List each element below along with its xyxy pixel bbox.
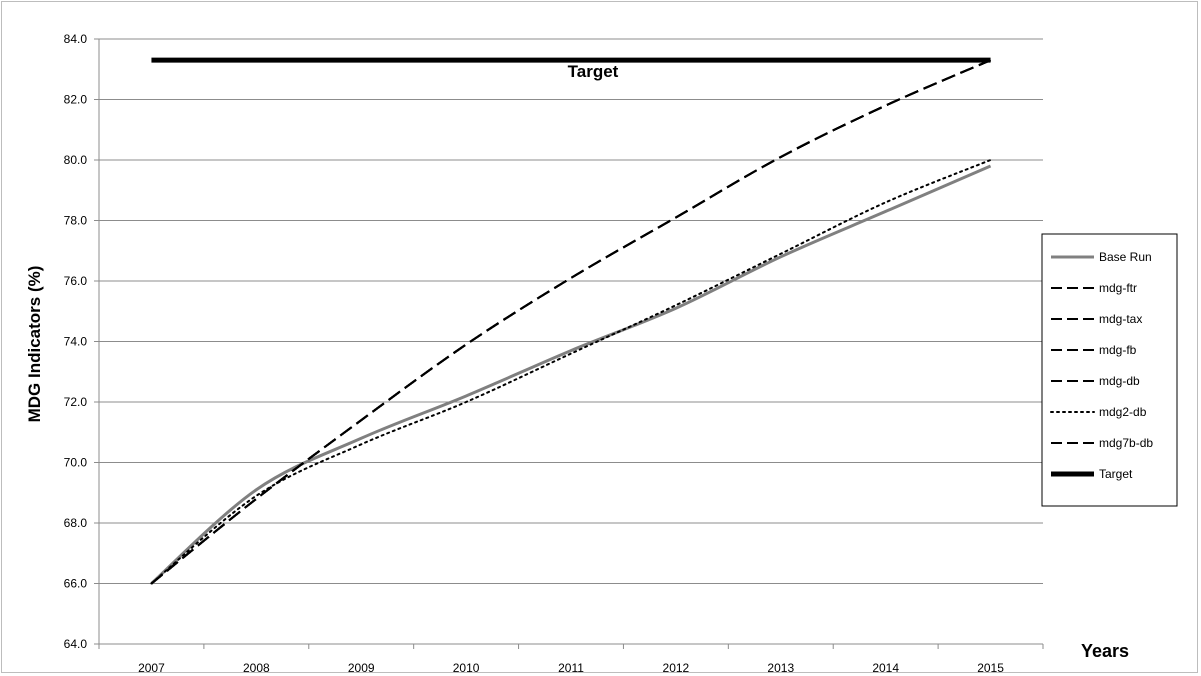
x-tick-label: 2007 — [138, 661, 165, 674]
axes — [94, 38, 1044, 649]
y-tick-label: 64.0 — [64, 637, 88, 651]
y-tick-label: 72.0 — [64, 395, 88, 409]
legend: Base Run mdg-ftr mdg-tax mdg-fb mdg-db mdg2-d… — [1041, 233, 1178, 507]
series-lines — [150, 57, 992, 585]
legend-label-mdg-db: mdg-db — [1099, 374, 1140, 388]
x-tick-labels: 2007 2008 2009 2010 2011 2012 2013 2014 2015 — [138, 661, 1004, 674]
legend-label-mdg7b-db: mdg7b-db — [1099, 436, 1153, 450]
y-tick-label: 70.0 — [64, 456, 88, 470]
gridlines — [99, 38, 1043, 584]
y-tick-labels: 64.0 66.0 68.0 70.0 72.0 74.0 76.0 78.0 80.0 82.0… — [64, 32, 88, 651]
x-tick-label: 2009 — [348, 661, 375, 674]
legend-label-target: Target — [1099, 467, 1133, 481]
y-tick-label: 76.0 — [64, 274, 88, 288]
y-tick-label: 84.0 — [64, 32, 88, 46]
x-tick-label: 2013 — [767, 661, 794, 674]
y-tick-label: 78.0 — [64, 214, 88, 228]
series-line-mdg-ftr — [150, 59, 991, 585]
y-tick-label: 80.0 — [64, 153, 88, 167]
legend-label-mdg2-db: mdg2-db — [1099, 405, 1147, 419]
annotation-target-label: Target — [568, 62, 619, 81]
x-tick-label: 2015 — [977, 661, 1004, 674]
legend-label-mdg-tax: mdg-tax — [1099, 312, 1142, 326]
legend-label-mdg-fb: mdg-fb — [1099, 343, 1137, 357]
y-tick-label: 68.0 — [64, 516, 88, 530]
legend-label-mdg-ftr: mdg-ftr — [1099, 281, 1137, 295]
series-line-mdg-tax — [150, 59, 991, 585]
series-line-mdg2-db — [150, 159, 992, 585]
x-tick-label: 2012 — [663, 661, 690, 674]
x-tick-label: 2011 — [558, 661, 584, 674]
y-tick-label: 66.0 — [64, 577, 88, 591]
annotations: Target — [568, 62, 619, 81]
series-line-mdg-db — [150, 59, 991, 585]
x-tick-label: 2010 — [453, 661, 480, 674]
y-tick-label: 74.0 — [64, 335, 88, 349]
x-axis-title: Years — [1081, 641, 1129, 661]
y-tick-label: 82.0 — [64, 93, 88, 107]
legend-box — [1041, 233, 1178, 507]
series-line-mdg7b-db — [150, 59, 991, 585]
legend-label-base-run: Base Run — [1099, 250, 1152, 264]
x-tick-label: 2014 — [872, 661, 899, 674]
series-line-mdg-fb — [150, 59, 991, 585]
x-tick-label: 2008 — [243, 661, 270, 674]
y-axis-title: MDG Indicators (%) — [25, 266, 44, 423]
series-line-base-run — [150, 164, 992, 585]
